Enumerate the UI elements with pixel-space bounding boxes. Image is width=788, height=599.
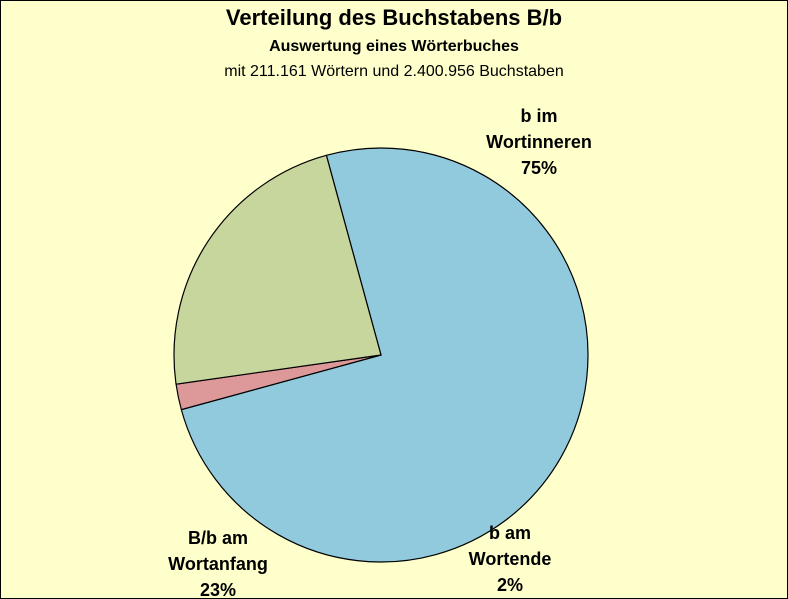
slice-label-line: B/b am: [188, 528, 248, 548]
slice-label-1: b am Wortende 2%: [469, 523, 552, 595]
slice-label-line: Wortende: [469, 549, 552, 569]
pie-slice-2: [173, 154, 382, 385]
slice-label-line: b am: [489, 523, 531, 543]
chart-subtitle-detail: mit 211.161 Wörtern und 2.400.956 Buchst…: [224, 63, 564, 80]
pie-slice-0: [180, 147, 589, 563]
chart-title: Verteilung des Buchstabens B/b: [225, 5, 563, 30]
slice-label-0: b im Wortinneren 75%: [486, 106, 592, 178]
slice-label-2: B/b am Wortanfang 23%: [168, 528, 268, 598]
slice-label-line: Wortanfang: [168, 554, 268, 574]
slice-label-line: b im: [520, 106, 557, 126]
chart-subtitle: Auswertung eines Wörterbuches: [269, 38, 519, 55]
slice-label-line: 23%: [200, 580, 236, 598]
slice-label-line: 2%: [497, 575, 523, 595]
slice-label-line: 75%: [521, 158, 557, 178]
slice-label-line: Wortinneren: [486, 132, 592, 152]
